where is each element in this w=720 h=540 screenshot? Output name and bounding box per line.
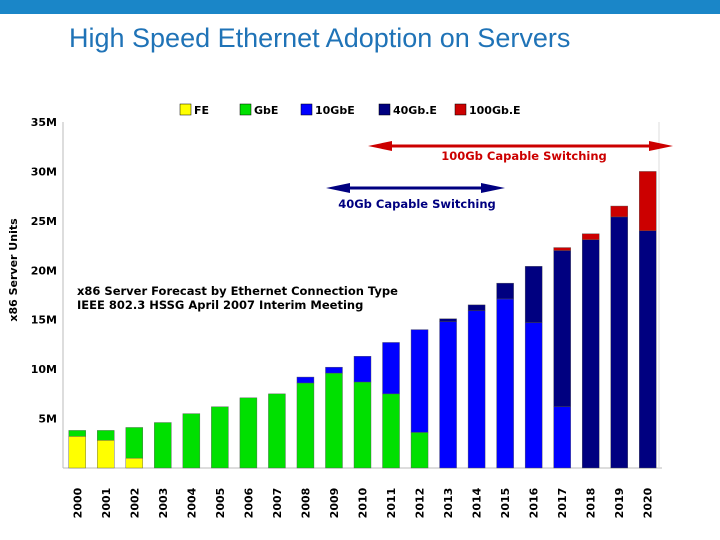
top-accent-bar xyxy=(0,0,720,14)
bar-segment xyxy=(467,304,486,312)
chart-annotation-title-line1: x86 Server Forecast by Ethernet Connecti… xyxy=(77,284,398,298)
bar-segment xyxy=(68,436,86,469)
x-tick-label: 2008 xyxy=(299,488,312,519)
bar-segment xyxy=(68,430,86,437)
y-tick-label: 5M xyxy=(38,413,57,426)
x-tick-label: 2017 xyxy=(556,488,569,519)
bar-segment xyxy=(639,171,657,231)
y-axis-title-group: x86 Server Units xyxy=(7,218,20,322)
bar-segment xyxy=(97,430,115,441)
bar-segment xyxy=(553,406,571,469)
bar-segment xyxy=(610,216,628,469)
x-tick-label: 2010 xyxy=(357,487,370,518)
bar-segment xyxy=(182,413,201,469)
bar-segment xyxy=(410,432,429,469)
legend-label: 10GbE xyxy=(315,104,355,117)
bar-segment xyxy=(439,321,457,469)
chart-annotation-title-line2: IEEE 802.3 HSSG April 2007 Interim Meeti… xyxy=(77,298,363,312)
bar-segment xyxy=(125,457,144,469)
arrow-40gb-label: 40Gb Capable Switching xyxy=(338,197,496,211)
legend-swatch xyxy=(300,103,313,116)
bar-segment xyxy=(382,393,400,469)
legend-label: FE xyxy=(194,104,209,117)
bar-segment xyxy=(382,342,400,395)
y-tick-label: 35M xyxy=(31,116,57,129)
bar-segment xyxy=(639,230,657,469)
bar-segment xyxy=(97,440,115,469)
x-tick-label: 2018 xyxy=(585,488,598,519)
x-tick-label: 2014 xyxy=(471,487,484,518)
x-tick-label: 2009 xyxy=(328,488,341,519)
bar-segment xyxy=(553,250,571,407)
legend-label: 40Gb.E xyxy=(393,104,437,117)
y-tick-label: 10M xyxy=(31,363,57,376)
bar-segment xyxy=(581,239,600,469)
bar-segment xyxy=(553,247,571,251)
x-tick-label: 2011 xyxy=(385,488,398,519)
legend-label: 100Gb.E xyxy=(469,104,521,117)
x-tick-label: 2002 xyxy=(128,488,141,519)
bar-segment xyxy=(325,366,343,374)
bar-segment xyxy=(211,406,229,469)
x-tick-label: 2004 xyxy=(185,487,198,518)
x-tick-label: 2000 xyxy=(71,487,84,518)
bar-segment xyxy=(581,233,600,240)
arrow-40gb-head-right xyxy=(481,183,505,193)
y-tick-label: 15M xyxy=(31,314,57,327)
bar-segment xyxy=(439,318,457,322)
bar-segment xyxy=(610,205,628,218)
x-tick-label: 2012 xyxy=(414,488,427,519)
bar-segment xyxy=(353,381,372,469)
x-tick-label: 2020 xyxy=(642,487,655,518)
x-tick-label: 2001 xyxy=(100,488,113,519)
bars-group xyxy=(68,171,657,469)
x-tick-label: 2015 xyxy=(499,488,512,519)
x-tick-label: 2006 xyxy=(242,487,255,518)
stacked-bar-chart: x86 Server Units 5M 10M 15M 20M 25M 30M 35M 20… xyxy=(7,103,673,518)
x-tick-labels: 2000 2001 2002 2003 2004 2005 2006 2007 2008 2009… xyxy=(71,487,654,518)
bar-segment xyxy=(524,266,543,323)
bar-segment xyxy=(154,422,172,469)
bar-segment xyxy=(496,282,514,300)
arrow-100gb-head-right xyxy=(649,141,673,151)
y-tick-label: 25M xyxy=(31,215,57,228)
bar-segment xyxy=(296,382,315,469)
legend-swatch xyxy=(454,103,467,116)
bar-segment xyxy=(239,397,258,469)
y-axis-title: x86 Server Units xyxy=(7,218,20,322)
legend: FE GbE 10GbE 40Gb.E 100Gb.E xyxy=(179,103,521,117)
x-tick-label: 2013 xyxy=(442,488,455,519)
annotations: x86 Server Forecast by Ethernet Connecti… xyxy=(77,141,673,312)
x-tick-label: 2016 xyxy=(528,487,541,518)
bar-segment xyxy=(353,356,372,383)
y-tick-labels: 5M 10M 15M 20M 25M 30M 35M xyxy=(31,116,57,426)
bar-segment xyxy=(496,298,514,469)
bar-segment xyxy=(325,372,343,469)
x-tick-label: 2005 xyxy=(214,488,227,519)
bar-segment xyxy=(296,376,315,384)
bar-segment xyxy=(268,393,286,469)
legend-swatch xyxy=(378,103,391,116)
x-tick-label: 2019 xyxy=(613,488,626,519)
legend-swatch xyxy=(239,103,252,116)
bar-segment xyxy=(467,310,486,469)
arrow-40gb-head-left xyxy=(326,183,350,193)
arrow-100gb-head-left xyxy=(368,141,392,151)
x-tick-label: 2003 xyxy=(157,488,170,519)
legend-swatch xyxy=(179,103,192,116)
y-tick-label: 20M xyxy=(31,264,57,277)
bar-segment xyxy=(125,427,144,459)
slide-title: High Speed Ethernet Adoption on Servers xyxy=(69,23,571,53)
arrow-100gb-label: 100Gb Capable Switching xyxy=(441,149,607,163)
legend-label: GbE xyxy=(254,104,278,117)
x-tick-label: 2007 xyxy=(271,488,284,519)
y-tick-label: 30M xyxy=(31,165,57,178)
bar-segment xyxy=(410,329,429,433)
bar-segment xyxy=(524,322,543,469)
